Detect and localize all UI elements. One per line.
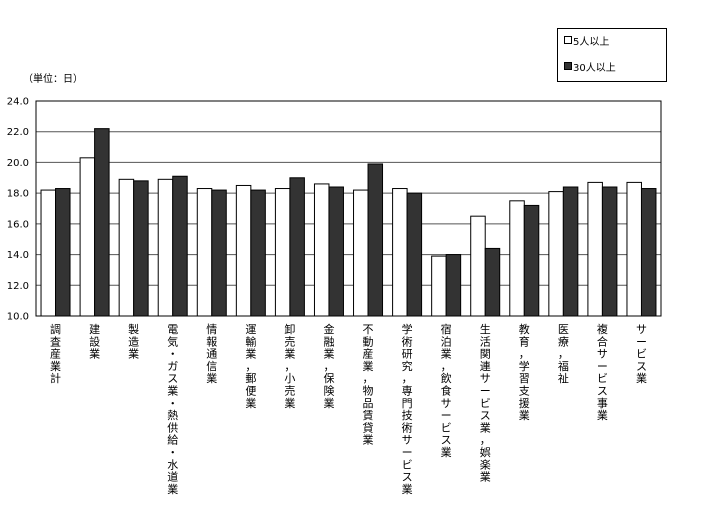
bar-30-3 (172, 175, 188, 317)
legend-swatch-30 (564, 62, 572, 70)
bar-5-10 (431, 255, 447, 317)
bar-5-13 (548, 191, 564, 317)
bars (40, 128, 657, 317)
bar-5-9 (392, 188, 408, 317)
bar-5-11 (470, 215, 486, 317)
bar-30-7 (328, 186, 344, 317)
x-category-label: 電気・ガス業・熱供給・水道業 (167, 323, 178, 496)
x-category-label: 教育，学習支援業 (519, 323, 530, 422)
x-category-label: 建設業 (89, 322, 100, 361)
y-tick-label: 14.0 (7, 250, 29, 261)
bar-30-8 (367, 163, 384, 317)
bar-5-0 (40, 189, 57, 317)
bar-30-13 (562, 186, 579, 317)
bar-30-14 (601, 186, 618, 317)
bar-30-11 (484, 247, 501, 317)
y-tick-label: 22.0 (7, 127, 29, 138)
bar-30-6 (289, 177, 305, 317)
legend-item-30: 30人以上 (564, 62, 616, 75)
x-category-label: 運輸業，郵便業 (245, 323, 256, 410)
y-tick-label: 20.0 (7, 158, 29, 169)
bar-30-2 (133, 180, 149, 317)
y-tick-label: 16.0 (7, 219, 29, 230)
legend: 5人以上 30人以上 (557, 28, 667, 82)
bar-5-7 (313, 183, 330, 317)
y-tick-label: 24.0 (7, 97, 29, 108)
bar-5-2 (118, 178, 135, 317)
y-tick-label: 18.0 (7, 189, 29, 200)
bar-30-4 (211, 189, 227, 317)
bar-5-5 (235, 184, 252, 317)
bar-30-9 (406, 192, 423, 317)
x-category-label: 調査産業計 (50, 322, 61, 385)
bar-30-0 (55, 188, 71, 317)
x-category-label: 製造業 (128, 322, 139, 361)
legend-label-5: 5人以上 (573, 37, 610, 48)
legend-item-5: 5人以上 (564, 36, 609, 49)
plot-frame (35, 100, 662, 317)
bar-5-14 (587, 181, 603, 317)
x-category-label: 情報通信業 (206, 323, 217, 385)
y-tick-label: 10.0 (7, 312, 29, 323)
unit-label: （単位：日） (23, 74, 83, 85)
x-axis-labels: 調査産業計 建設業 製造業 電気・ガス業・熱供給・水道業 情報通信業 運輸業，郵便業 卸売業… (50, 322, 647, 496)
bar-5-12 (509, 200, 525, 317)
legend-label-30: 30人以上 (573, 63, 616, 74)
bar-5-4 (196, 188, 213, 317)
bar-30-10 (445, 254, 462, 317)
bar-5-8 (353, 189, 369, 317)
x-category-label: 医療，福祉 (558, 323, 569, 385)
x-category-label: 生活関連サービス業，娯楽業 (480, 322, 491, 484)
x-category-label: 学術研究，専門技術サービス業 (402, 322, 413, 496)
bar-30-5 (250, 189, 266, 317)
y-tick-label: 12.0 (7, 281, 29, 292)
bar-30-12 (523, 204, 540, 317)
bar-30-1 (94, 128, 110, 317)
x-category-label: 金融業，保険業 (323, 322, 334, 410)
bar-5-1 (79, 157, 96, 317)
bar-5-6 (274, 188, 291, 317)
bar-5-3 (157, 178, 174, 317)
x-category-label: 複合サービス事業 (597, 322, 608, 422)
x-category-label: 卸売業，小売業 (284, 322, 295, 410)
bar-30-15 (640, 188, 657, 317)
legend-swatch-5 (564, 36, 572, 44)
x-category-label: 不動産業，物品賃貸業 (363, 323, 374, 447)
y-axis: 10.0 12.0 14.0 16.0 18.0 20.0 22.0 24.0 (7, 97, 29, 323)
x-category-label: サービス業 (636, 323, 647, 385)
bar-5-15 (626, 181, 642, 317)
x-category-label: 宿泊業，飲食サービス業 (441, 322, 452, 459)
